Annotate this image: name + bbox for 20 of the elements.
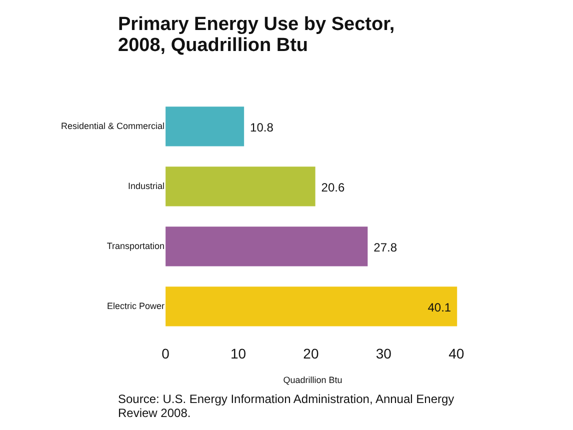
y-tick-label: Industrial [128, 180, 165, 191]
y-tick-label: Transportation [106, 240, 165, 251]
bar [166, 166, 316, 206]
source-note: Source: U.S. Energy Information Administration, Annual Energy Review 2008. [118, 392, 456, 420]
data-label: 27.8 [374, 240, 398, 255]
data-label: 20.6 [321, 180, 345, 195]
bar [166, 226, 368, 266]
x-axis-title: Quadrillion Btu [283, 375, 342, 386]
bar [166, 286, 458, 326]
data-label: 10.8 [250, 120, 274, 135]
bar [166, 106, 244, 146]
data-label: 40.1 [428, 300, 452, 315]
y-tick-label: Residential & Commercial [60, 120, 165, 131]
x-tick-label: 20 [303, 346, 319, 362]
chart-title: Primary Energy Use by Sector, 2008, Quadrillion Btu [118, 14, 396, 56]
x-tick-label: 10 [230, 346, 246, 362]
x-tick-label: 40 [448, 346, 464, 362]
x-tick-label: 30 [376, 346, 392, 362]
x-tick-label: 0 [162, 346, 170, 362]
y-tick-label: Electric Power [107, 300, 165, 311]
